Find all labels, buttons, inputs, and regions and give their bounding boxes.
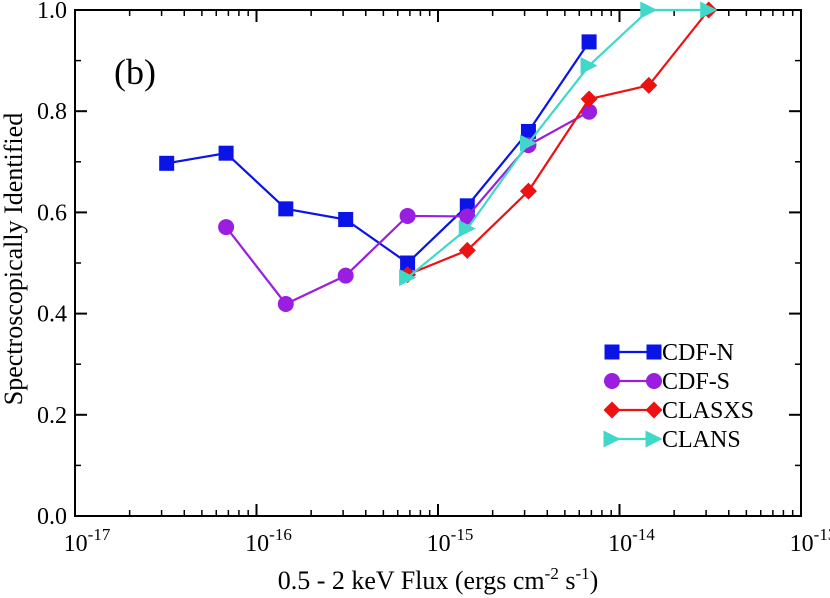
x-tick-label-base: 10 <box>245 531 269 557</box>
legend-label-clans: CLANS <box>662 427 741 453</box>
x-tick-label: 10-16 <box>245 525 292 557</box>
x-tick-label-base: 10 <box>64 531 88 557</box>
y-tick-label: 0.4 <box>37 302 67 328</box>
legend-item-clans: CLANS <box>603 427 741 453</box>
series-layer <box>159 1 718 312</box>
x-tick-label-exponent: -17 <box>88 525 111 544</box>
legend-label-clasxs: CLASXS <box>662 398 754 424</box>
legend-marker-clasxs <box>645 401 663 419</box>
data-point-cdf-s <box>581 103 598 120</box>
x-axis-label: 0.5 - 2 keV Flux (ergs cm-2 s-1) <box>278 564 599 595</box>
y-tick-label: 0.8 <box>37 99 67 125</box>
data-point-clans <box>399 269 417 287</box>
x-tick-label-exponent: -14 <box>632 525 655 544</box>
series-clasxs <box>399 1 718 284</box>
legend-marker-clans <box>603 430 621 448</box>
legend-marker-cdf-s <box>604 373 620 389</box>
y-tick-label: 1.0 <box>37 0 67 24</box>
x-tick-label-exponent: -13 <box>814 525 830 544</box>
data-point-clans <box>640 1 658 19</box>
legend-marker-cdf-n <box>604 344 620 360</box>
y-axis-label: Spectroscopically Identified <box>0 113 28 405</box>
panel-label: (b) <box>114 52 156 92</box>
data-point-clasxs <box>640 76 658 94</box>
data-point-cdf-n <box>278 201 294 217</box>
y-tick-label: 0.2 <box>37 403 67 429</box>
data-point-cdf-s <box>277 295 294 312</box>
data-point-cdf-n <box>581 34 597 50</box>
legend-marker-cdf-n <box>646 344 662 360</box>
legend: CDF-N CDF-S CLASXS CLANS <box>603 340 754 453</box>
x-tick-label: 10-14 <box>608 525 655 557</box>
data-point-clasxs <box>458 241 476 259</box>
x-tick-label-exponent: -15 <box>451 525 474 544</box>
data-point-clans <box>580 57 598 75</box>
data-point-cdf-n <box>520 123 536 139</box>
data-point-cdf-s <box>218 219 235 236</box>
legend-marker-clasxs <box>603 401 621 419</box>
data-point-cdf-n <box>338 211 354 227</box>
series-line-cdf-n <box>166 41 591 265</box>
legend-marker-cdf-s <box>646 373 662 389</box>
axis-ticks <box>74 9 802 517</box>
series-clans <box>399 1 718 287</box>
x-tick-label: 10-15 <box>427 525 474 557</box>
series-line-clans <box>406 8 709 279</box>
tick-labels: 0.00.20.40.60.81.010-17 10-16 10-15 10-14 10… <box>37 0 830 557</box>
data-point-clasxs <box>519 182 537 200</box>
legend-label-cdf-s: CDF-S <box>662 369 730 395</box>
x-axis-label-sup1: -2 <box>545 564 559 583</box>
data-point-cdf-s <box>337 267 354 284</box>
data-point-cdf-s <box>459 208 476 225</box>
data-point-cdf-s <box>399 207 416 224</box>
x-tick-label-base: 10 <box>790 531 814 557</box>
series-line-clasxs <box>407 9 710 276</box>
x-tick-label-base: 10 <box>427 531 451 557</box>
x-tick-label-exponent: -16 <box>269 525 292 544</box>
data-point-cdf-n <box>400 255 416 271</box>
legend-item-cdf-n: CDF-N <box>604 340 734 366</box>
legend-marker-clans <box>645 430 663 448</box>
data-point-clasxs <box>580 90 598 108</box>
data-point-clans <box>700 1 718 19</box>
x-axis-label-mid: s <box>559 566 576 595</box>
y-tick-label: 0.6 <box>37 200 67 226</box>
data-point-clans <box>519 134 537 152</box>
data-point-clans <box>458 220 476 238</box>
legend-item-clasxs: CLASXS <box>603 398 754 424</box>
x-tick-label: 10-13 <box>790 525 830 557</box>
data-point-cdf-n <box>218 145 234 161</box>
y-tick-label: 0.0 <box>37 504 67 530</box>
legend-item-cdf-s: CDF-S <box>604 369 730 395</box>
data-point-cdf-n <box>159 155 175 171</box>
legend-label-cdf-n: CDF-N <box>662 340 734 366</box>
x-axis-label-end: ) <box>590 566 599 595</box>
x-tick-label: 10-17 <box>64 525 111 557</box>
series-cdf-n <box>159 34 597 271</box>
x-axis-label-base: 0.5 - 2 keV Flux (ergs cm <box>278 566 545 595</box>
x-tick-label-base: 10 <box>608 531 632 557</box>
x-axis-label-sup2: -1 <box>575 564 589 583</box>
